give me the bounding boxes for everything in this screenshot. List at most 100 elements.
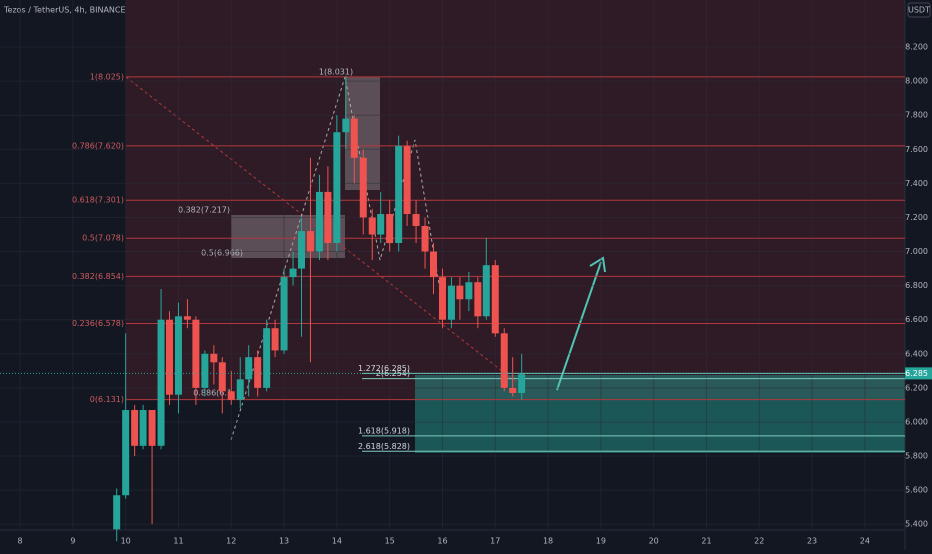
annotation: 1(8.031) bbox=[319, 68, 353, 77]
candle-body bbox=[157, 319, 165, 446]
arrow-head bbox=[589, 256, 606, 273]
x-tick-label: 11 bbox=[173, 537, 183, 546]
candle-body bbox=[403, 145, 411, 215]
candle-body bbox=[289, 268, 297, 278]
candle-body bbox=[254, 357, 262, 388]
x-tick-label: 22 bbox=[754, 537, 764, 546]
x-tick-label: 17 bbox=[490, 537, 500, 546]
candle-body bbox=[491, 265, 499, 334]
candle-body bbox=[236, 379, 244, 400]
candle-body bbox=[183, 316, 191, 320]
candle-body bbox=[165, 319, 173, 395]
candle-body bbox=[139, 410, 147, 446]
last-price-label: 6.285 bbox=[905, 369, 928, 378]
x-tick-label: 14 bbox=[332, 537, 342, 546]
candle-body bbox=[227, 391, 235, 400]
candle-body bbox=[342, 118, 350, 133]
x-tick-label: 9 bbox=[70, 537, 75, 546]
target-zone bbox=[415, 375, 905, 453]
y-tick-label: 7.800 bbox=[905, 111, 928, 120]
annotation: 0.886(6.1 bbox=[193, 389, 232, 398]
trend-line bbox=[125, 76, 521, 386]
y-tick-label: 6.400 bbox=[905, 349, 928, 358]
x-tick-label: 16 bbox=[437, 537, 447, 546]
currency: USDT bbox=[908, 6, 930, 15]
fib-label: 0(6.131) bbox=[90, 395, 124, 404]
candle-body bbox=[412, 214, 420, 226]
candle-body bbox=[350, 118, 358, 158]
fib-label: 0.236(6.578) bbox=[72, 319, 124, 328]
candle-body bbox=[271, 328, 279, 351]
fib-label: 0.618(7.301) bbox=[72, 196, 124, 205]
x-tick-label: 10 bbox=[121, 537, 131, 546]
y-tick-label: 6.600 bbox=[905, 315, 928, 324]
candle-body bbox=[509, 387, 517, 393]
y-tick-label: 5.600 bbox=[905, 486, 928, 495]
symbol: Tezos / TetherUS, 4h, BINANCE bbox=[3, 6, 126, 15]
ext-label: 2.618(5.828) bbox=[358, 442, 410, 451]
candle-body bbox=[210, 353, 218, 363]
y-tick-label: 7.600 bbox=[905, 145, 928, 154]
candle-body bbox=[438, 277, 446, 320]
y-tick-label: 7.400 bbox=[905, 179, 928, 188]
x-tick-label: 8 bbox=[18, 537, 23, 546]
candle-body bbox=[122, 410, 130, 496]
candle-body bbox=[263, 328, 271, 388]
candle-body bbox=[518, 374, 526, 393]
candle-body bbox=[482, 265, 490, 317]
y-tick-label: 5.800 bbox=[905, 452, 928, 461]
candle-body bbox=[421, 225, 429, 252]
candle-body bbox=[201, 353, 209, 388]
candle-body bbox=[131, 410, 139, 446]
candle-body bbox=[297, 231, 305, 269]
x-tick-label: 12 bbox=[226, 537, 236, 546]
candle-body bbox=[192, 319, 200, 388]
candle-body bbox=[315, 191, 323, 252]
candle-body bbox=[429, 251, 437, 278]
x-tick-label: 23 bbox=[807, 537, 817, 546]
candle-body bbox=[148, 410, 156, 446]
fib-label: 0.5(7.078) bbox=[82, 234, 124, 243]
candle-body bbox=[456, 285, 464, 300]
y-tick-label: 8.200 bbox=[905, 43, 928, 52]
last-price-box bbox=[905, 367, 932, 380]
fib-label: 0.382(6.854) bbox=[72, 272, 124, 281]
y-tick-label: 6.200 bbox=[905, 383, 928, 392]
ext-label: 1.618(5.918) bbox=[358, 426, 410, 435]
candle-body bbox=[386, 214, 394, 244]
x-tick-label: 24 bbox=[860, 537, 870, 546]
x-tick-label: 19 bbox=[596, 537, 606, 546]
candle-body bbox=[306, 231, 314, 252]
x-tick-label: 18 bbox=[543, 537, 553, 546]
candle-body bbox=[280, 277, 288, 351]
arrow bbox=[556, 261, 602, 391]
candle-body bbox=[395, 145, 403, 244]
y-tick-label: 6.800 bbox=[905, 281, 928, 290]
ext-label: 1.272(6.285) bbox=[358, 364, 410, 373]
fib-label: 0.786(7.620) bbox=[72, 141, 124, 150]
candle-body bbox=[113, 495, 121, 530]
currency-box bbox=[907, 2, 931, 18]
annotation: 0.382(7.217) bbox=[178, 206, 230, 215]
x-tick-label: 20 bbox=[649, 537, 659, 546]
candle-body bbox=[324, 191, 332, 244]
candle-body bbox=[245, 357, 253, 380]
candle-body bbox=[218, 362, 226, 392]
y-tick-label: 7.200 bbox=[905, 213, 928, 222]
x-tick-label: 15 bbox=[385, 537, 395, 546]
candle-body bbox=[333, 132, 341, 244]
candle-body bbox=[368, 217, 376, 235]
candle-body bbox=[174, 316, 182, 395]
x-tick-label: 21 bbox=[701, 537, 711, 546]
y-tick-label: 6.000 bbox=[905, 417, 928, 426]
candle-body bbox=[465, 282, 473, 300]
fib-label: 1(8.025) bbox=[90, 72, 124, 81]
candle-body bbox=[500, 333, 508, 388]
y-tick-label: 7.000 bbox=[905, 247, 928, 256]
candle-body bbox=[377, 214, 385, 235]
candle-body bbox=[474, 282, 482, 317]
y-tick-label: 8.000 bbox=[905, 77, 928, 86]
candle-body bbox=[447, 285, 455, 320]
